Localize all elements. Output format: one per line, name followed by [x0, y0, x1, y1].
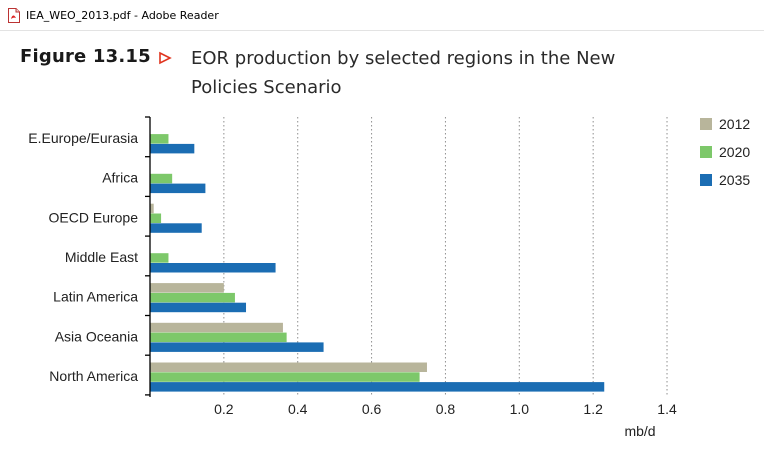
window-title: IEA_WEO_2013.pdf - Adobe Reader [26, 8, 219, 22]
legend-swatch [700, 174, 712, 186]
figure-title-line-1: EOR production by selected regions in th… [191, 48, 616, 69]
x-tick-label: 0.4 [288, 401, 308, 417]
category-label: OECD Europe [49, 209, 139, 225]
bar-2035 [150, 382, 605, 392]
x-tick-label: 1.4 [657, 401, 677, 417]
legend-label: 2012 [719, 116, 751, 132]
figure-title: EOR production by selected regions in th… [191, 44, 661, 102]
category-label: Asia Oceania [55, 328, 138, 344]
x-tick-label: 1.0 [510, 401, 530, 417]
category-label: E.Europe/Eurasia [28, 130, 138, 146]
bar-2012 [150, 203, 154, 214]
bar-2020 [150, 134, 169, 144]
category-label: Middle East [65, 249, 138, 265]
figure-number: Figure 13.15 [20, 46, 151, 67]
x-tick-label: 0.6 [362, 401, 382, 417]
bar-2012 [150, 283, 224, 293]
bar-2035 [150, 342, 324, 352]
bar-2020 [150, 372, 420, 382]
x-tick-label: 0.2 [214, 401, 234, 417]
category-label: Africa [102, 170, 138, 186]
bar-2020 [150, 253, 169, 263]
legend-item-2012: 2012 [700, 115, 750, 133]
legend-swatch [700, 146, 712, 158]
legend-label: 2035 [719, 172, 751, 188]
legend-item-2020: 2020 [700, 143, 750, 161]
bar-2012 [150, 362, 427, 372]
bar-2035 [150, 302, 247, 313]
bar-2035 [150, 263, 276, 273]
triangle-arrow-icon [157, 50, 173, 66]
bar-2035 [150, 223, 202, 233]
bar-2020 [150, 332, 287, 343]
x-tick-label: 1.2 [583, 401, 603, 417]
bar-2012 [150, 322, 283, 333]
bar-2020 [150, 173, 173, 184]
category-label: North America [49, 368, 138, 384]
figure-title-line-2: Policies Scenario [191, 77, 342, 98]
category-label: Latin America [53, 289, 138, 305]
bar-2020 [150, 213, 162, 223]
window-titlebar: IEA_WEO_2013.pdf - Adobe Reader [0, 0, 764, 31]
x-tick-label: 0.8 [436, 401, 456, 417]
bar-2020 [150, 292, 235, 303]
legend-item-2035: 2035 [700, 171, 750, 189]
legend-swatch [700, 118, 712, 130]
pdf-file-icon [8, 7, 20, 23]
bar-2035 [150, 183, 206, 194]
bar-2035 [150, 143, 195, 154]
x-axis-label: mb/d [624, 423, 655, 439]
legend-label: 2020 [719, 144, 751, 160]
